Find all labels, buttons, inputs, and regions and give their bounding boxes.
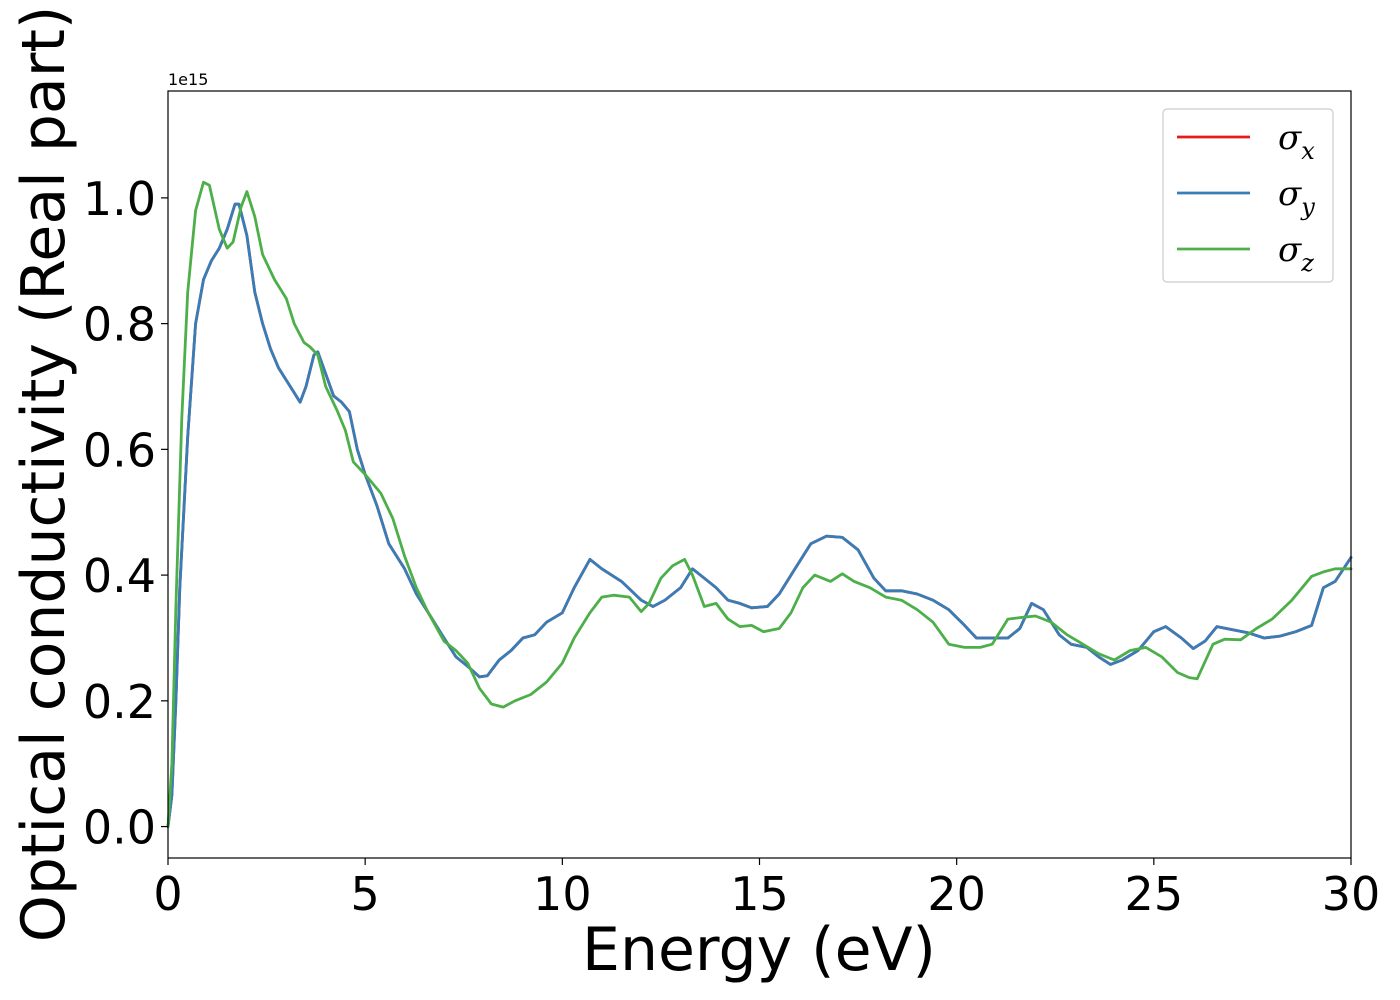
y-axis-ticks: 0.0 0.2 0.4 0.6 0.8 1.0 xyxy=(83,172,168,855)
offset-label: 1e15 xyxy=(168,70,208,89)
x-axis-label: Energy (eV) xyxy=(582,915,936,985)
y-tick-label: 0.6 xyxy=(83,423,156,477)
x-axis-ticks: 0 5 10 15 20 25 30 xyxy=(153,858,1380,921)
x-tick-label: 15 xyxy=(730,867,789,921)
legend-box xyxy=(1162,108,1334,283)
series-line-y xyxy=(166,202,1353,828)
x-tick-label: 30 xyxy=(1322,867,1381,921)
y-axis-label: Optical conductivity (Real part) xyxy=(9,6,79,943)
x-tick-label: 10 xyxy=(533,867,592,921)
x-tick-label: 20 xyxy=(927,867,986,921)
x-tick-label: 25 xyxy=(1125,867,1184,921)
series-line-z xyxy=(166,180,1353,828)
y-tick-label: 0.8 xyxy=(83,298,156,352)
x-tick-label: 0 xyxy=(153,867,182,921)
x-tick-label: 5 xyxy=(351,867,380,921)
y-tick-label: 1.0 xyxy=(83,172,156,226)
y-tick-label: 0.2 xyxy=(83,675,156,729)
y-tick-label: 0.4 xyxy=(83,549,156,603)
y-tick-label: 0.0 xyxy=(83,801,156,855)
series-layer xyxy=(166,180,1353,828)
